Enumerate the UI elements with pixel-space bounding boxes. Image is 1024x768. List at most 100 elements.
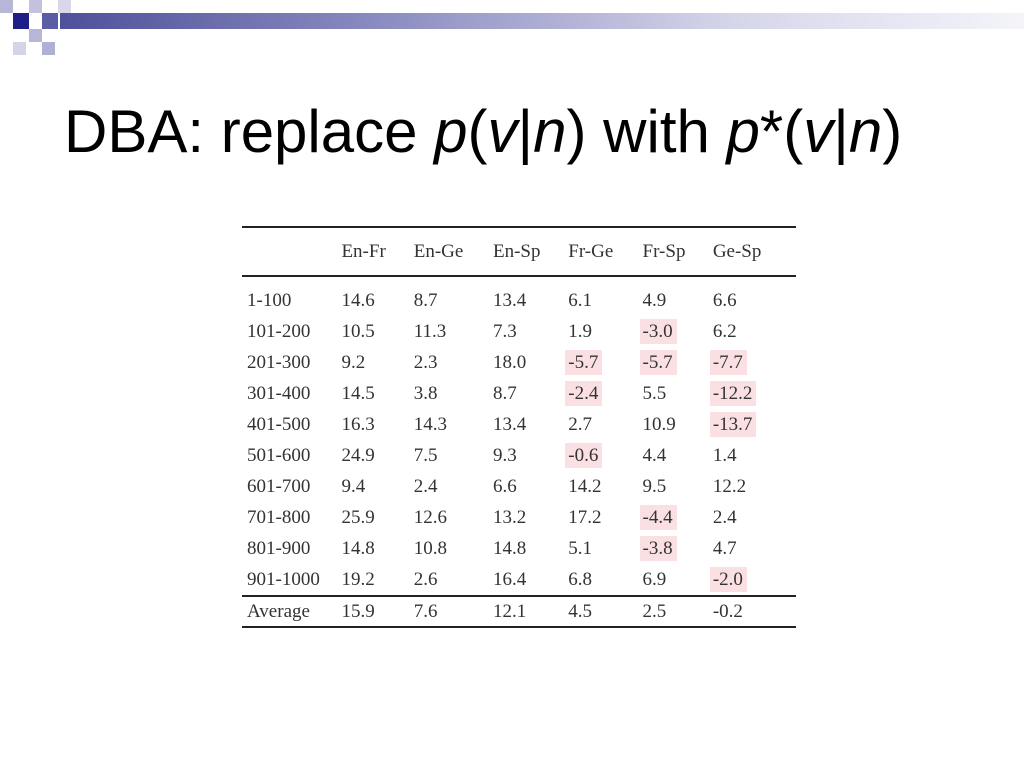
table-cell: 4.7 xyxy=(712,538,737,559)
column-header: Fr-Sp xyxy=(642,241,686,262)
table-cell: 5.1 xyxy=(568,538,593,559)
column-header: En-Fr xyxy=(341,241,386,262)
highlighted-cell: -5.7 xyxy=(639,347,713,378)
table-row: 401-500 16.3 14.3 13.4 2.7 10.9 -13.7 xyxy=(242,409,796,440)
highlighted-cell: -4.4 xyxy=(639,502,713,533)
table-cell: 17.2 xyxy=(568,507,602,528)
row-label: 201-300 xyxy=(247,352,311,373)
table-cell: 14.5 xyxy=(341,383,375,404)
average-row: Average 15.9 7.6 12.1 4.5 2.5 -0.2 xyxy=(242,595,796,628)
table-cell: 6.2 xyxy=(712,321,737,342)
highlighted-cell: -13.7 xyxy=(709,409,796,440)
table-cell: 6.6 xyxy=(492,476,517,497)
table-row: 801-900 14.8 10.8 14.8 5.1 -3.8 4.7 xyxy=(242,533,796,564)
table-cell: 2.7 xyxy=(568,414,593,435)
column-header: En-Sp xyxy=(492,241,541,262)
table-cell: 2.4 xyxy=(712,507,737,528)
table-cell: 14.2 xyxy=(568,476,602,497)
table-cell: 2.6 xyxy=(413,569,438,590)
column-header: Ge-Sp xyxy=(712,241,762,262)
table-header-row: En-Fr En-Ge En-Sp Fr-Ge Fr-Sp Ge-Sp xyxy=(242,227,796,276)
table-cell: 13.2 xyxy=(492,507,527,528)
table-cell: 14.3 xyxy=(413,414,447,435)
table-cell: 10.9 xyxy=(642,414,676,435)
table-cell: 19.2 xyxy=(341,569,375,590)
slide-title: DBA: replace p(v|n) with p*(v|n) xyxy=(64,98,903,165)
table-cell: 4.5 xyxy=(568,595,643,628)
table-cell: 4.4 xyxy=(642,445,667,466)
table-row: 601-700 9.4 2.4 6.6 14.2 9.5 12.2 xyxy=(242,471,796,502)
table-cell: 6.1 xyxy=(568,290,593,311)
table-cell: 2.3 xyxy=(413,352,438,373)
table-cell: 7.5 xyxy=(413,445,438,466)
table-row: 301-400 14.5 3.8 8.7 -2.4 5.5 -12.2 xyxy=(242,378,796,409)
table-cell: 10.5 xyxy=(341,321,375,342)
table-cell: 3.8 xyxy=(413,383,438,404)
row-label: 501-600 xyxy=(247,445,311,466)
table-cell: 1.4 xyxy=(712,445,737,466)
table-cell: 9.5 xyxy=(642,476,667,497)
row-label: 1-100 xyxy=(247,290,292,311)
table-cell: 25.9 xyxy=(341,507,375,528)
table-row: 201-300 9.2 2.3 18.0 -5.7 -5.7 -7.7 xyxy=(242,347,796,378)
table-cell: 7.3 xyxy=(492,321,517,342)
table-cell: 12.1 xyxy=(492,595,569,628)
table-cell: 10.8 xyxy=(413,538,447,559)
table-cell: 24.9 xyxy=(341,445,375,466)
table-cell: 16.3 xyxy=(341,414,375,435)
highlighted-cell: -2.0 xyxy=(709,564,796,596)
table-cell: 18.0 xyxy=(492,352,527,373)
table-cell: 1.9 xyxy=(568,321,593,342)
highlighted-cell: -12.2 xyxy=(709,378,796,409)
table-cell: 13.4 xyxy=(492,414,527,435)
table-cell: 12.2 xyxy=(712,476,747,497)
column-header: Fr-Ge xyxy=(568,241,614,262)
row-label: 701-800 xyxy=(247,507,311,528)
table-cell: 2.4 xyxy=(413,476,438,497)
highlighted-cell: -5.7 xyxy=(565,347,642,378)
row-label: 801-900 xyxy=(247,538,311,559)
table-row: 101-200 10.5 11.3 7.3 1.9 -3.0 6.2 xyxy=(242,316,796,347)
corner-squares-decoration xyxy=(0,0,71,55)
table-cell: 6.9 xyxy=(642,569,667,590)
table-row: 701-800 25.9 12.6 13.2 17.2 -4.4 2.4 xyxy=(242,502,796,533)
highlighted-cell: -0.6 xyxy=(565,440,642,471)
table-cell: 9.3 xyxy=(492,445,517,466)
top-gradient-bar xyxy=(60,13,1024,29)
table-row: 501-600 24.9 7.5 9.3 -0.6 4.4 1.4 xyxy=(242,440,796,471)
table-cell: 11.3 xyxy=(413,321,447,342)
results-table: En-Fr En-Ge En-Sp Fr-Ge Fr-Sp Ge-Sp 1-100 14.6… xyxy=(242,226,796,628)
table-cell: 14.8 xyxy=(341,538,375,559)
table-cell: 8.7 xyxy=(413,290,438,311)
column-header: En-Ge xyxy=(413,241,464,262)
row-label: 101-200 xyxy=(247,321,311,342)
table-cell: 9.2 xyxy=(341,352,366,373)
table-row: 901-1000 19.2 2.6 16.4 6.8 6.9 -2.0 xyxy=(242,564,796,596)
highlighted-cell: -3.0 xyxy=(639,316,713,347)
table-cell: 5.5 xyxy=(642,383,667,404)
table-cell: 9.4 xyxy=(341,476,366,497)
row-label: Average xyxy=(242,595,342,628)
highlighted-cell: -3.8 xyxy=(639,533,713,564)
table-cell: 16.4 xyxy=(492,569,527,590)
highlighted-cell: -2.4 xyxy=(565,378,642,409)
table-cell: 7.6 xyxy=(413,595,493,628)
table-cell: 15.9 xyxy=(341,595,414,628)
table-cell: -0.2 xyxy=(712,595,796,628)
table-cell: 6.6 xyxy=(712,290,737,311)
highlighted-cell: -7.7 xyxy=(709,347,796,378)
table-cell: 12.6 xyxy=(413,507,447,528)
row-label: 901-1000 xyxy=(247,569,320,590)
table-cell: 8.7 xyxy=(492,383,517,404)
table-cell: 13.4 xyxy=(492,290,527,311)
table-row: 1-100 14.6 8.7 13.4 6.1 4.9 6.6 xyxy=(242,276,796,316)
table-cell: 14.8 xyxy=(492,538,527,559)
table-cell: 6.8 xyxy=(568,569,593,590)
table-cell: 14.6 xyxy=(341,290,375,311)
row-label: 401-500 xyxy=(247,414,311,435)
table-cell: 2.5 xyxy=(642,595,713,628)
row-label: 601-700 xyxy=(247,476,311,497)
table-cell: 4.9 xyxy=(642,290,667,311)
row-label: 301-400 xyxy=(247,383,311,404)
